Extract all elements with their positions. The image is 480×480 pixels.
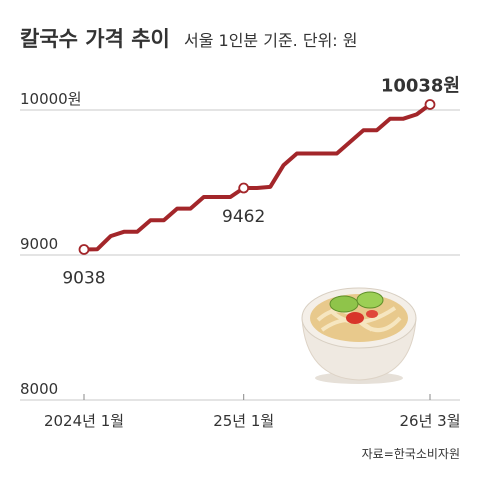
point-marker bbox=[78, 244, 90, 255]
value-label: 10038원 bbox=[381, 75, 460, 96]
price-line bbox=[83, 102, 432, 252]
noodle-bowl bbox=[301, 287, 417, 384]
value-label: 9038 bbox=[62, 268, 105, 288]
chart-subtitle: 서울 1인분 기준. 단위: 원 bbox=[184, 31, 357, 50]
x-tick-label: 2024년 1월 bbox=[44, 412, 124, 430]
y-tick-label: 8000 bbox=[20, 380, 58, 398]
y-tick-label: 10000원 bbox=[20, 90, 82, 108]
x-tick-label: 25년 1월 bbox=[213, 412, 274, 430]
point-marker bbox=[238, 182, 250, 194]
chart-title: 칼국수 가격 추이 bbox=[20, 27, 170, 51]
source: 자료=한국소비자원 bbox=[362, 447, 460, 461]
x-tick-label: 26년 3월 bbox=[400, 412, 461, 430]
value-label: 9462 bbox=[222, 207, 265, 227]
point-marker bbox=[424, 99, 436, 110]
y-tick-label: 9000 bbox=[20, 235, 58, 253]
